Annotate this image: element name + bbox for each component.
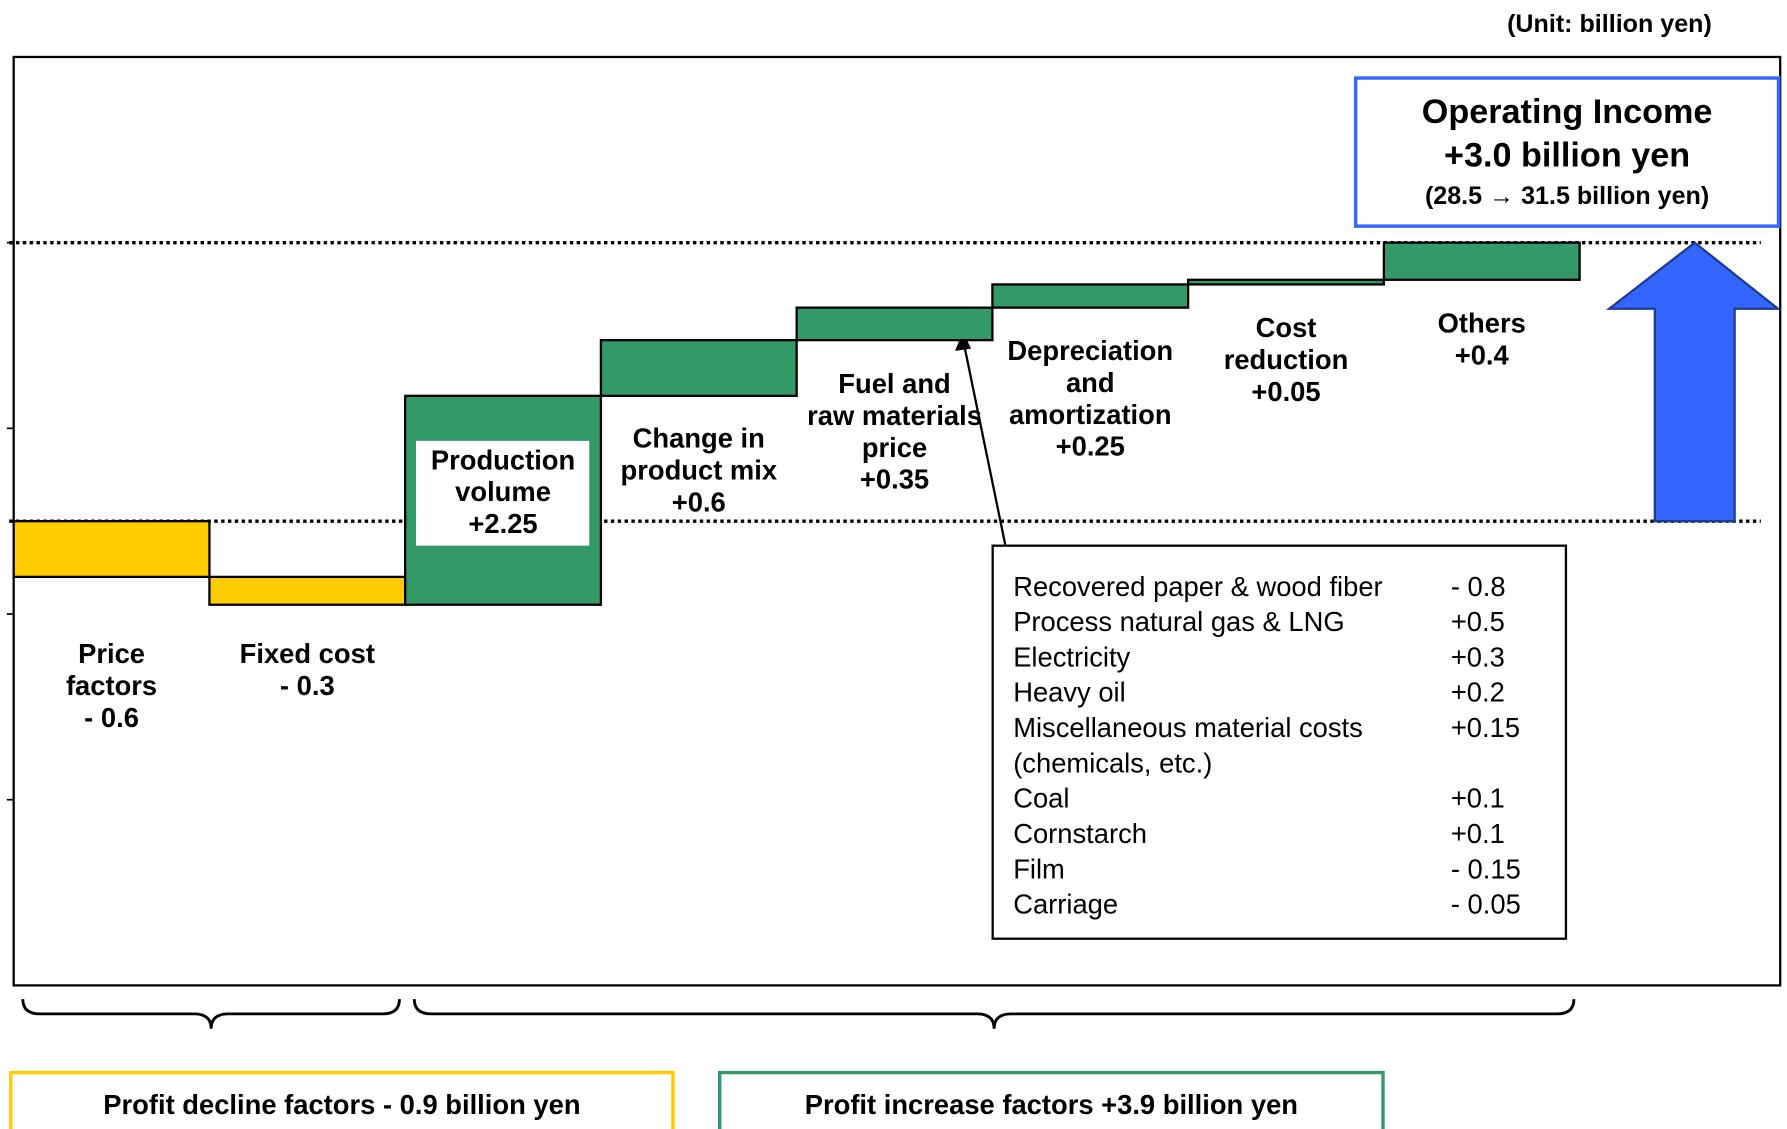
breakdown-value: +0.1 (1450, 819, 1505, 850)
breakdown-row: Process natural gas & LNG +0.5 (1013, 605, 1565, 640)
breakdown-name: Cornstarch (1013, 819, 1147, 850)
category-label: Fixed cost - 0.3 (205, 639, 410, 703)
breakdown-row: Cornstarch +0.1 (1013, 817, 1565, 852)
breakdown-name: Carriage (1013, 889, 1119, 921)
category-label: Depreciation and amortization +0.25 (982, 336, 1199, 464)
breakdown-row: Film - 0.15 (1013, 852, 1565, 887)
breakdown-name: Film (1013, 854, 1065, 886)
category-label: Others +0.4 (1373, 308, 1590, 372)
category-label: Cost reduction +0.05 (1178, 313, 1395, 409)
unit-label: (Unit: billion yen) (1507, 9, 1712, 38)
group-brace (412, 998, 1576, 1029)
group-box: Profit decline factors - 0.9 billion yen (9, 1070, 675, 1129)
breakdown-row: Carriage - 0.05 (1013, 887, 1565, 922)
total-label: +3.0 billion yen (1444, 136, 1691, 175)
category-name: Production volume (430, 445, 576, 509)
total-title: Operating Income (1421, 93, 1713, 132)
breakdown-name: Recovered paper & wood fiber (1013, 571, 1383, 603)
category-label: Production volume +2.25 (416, 441, 590, 546)
breakdown-value: +0.15 (1450, 713, 1521, 744)
breakdown-name: Process natural gas & LNG (1013, 607, 1345, 638)
breakdown-value: +0.1 (1450, 783, 1505, 815)
breakdown-row: Electricity +0.3 (1013, 640, 1565, 675)
breakdown-value: - 0.05 (1450, 889, 1521, 921)
value-label: - 0.6 (84, 702, 139, 734)
bar (795, 306, 994, 342)
breakdown-row: Recovered paper & wood fiber - 0.8 (1013, 570, 1565, 605)
breakdown-value: +0.3 (1450, 642, 1505, 674)
category-name: Depreciation and amortization (1007, 336, 1174, 431)
total-arrow (1605, 241, 1782, 523)
value-label: +0.35 (859, 464, 930, 496)
breakdown-row: Heavy oil +0.2 (1013, 676, 1565, 711)
breakdown-name: Electricity (1013, 642, 1131, 674)
value-label: +0.4 (1454, 340, 1509, 371)
breakdown-value: - 0.15 (1450, 854, 1521, 886)
breakdown-pointer (961, 339, 1007, 545)
category-name: Fixed cost (239, 638, 375, 670)
value-label: +0.25 (1055, 431, 1125, 463)
breakdown-row: Coal +0.1 (1013, 781, 1565, 816)
bar (1382, 241, 1581, 281)
category-name: Fuel and raw materials price (807, 368, 982, 464)
category-label: Price factors - 0.6 (9, 639, 214, 735)
breakdown-value: +0.5 (1450, 607, 1505, 638)
value-label: +0.6 (671, 488, 726, 519)
category-name: Change in product mix (620, 424, 778, 487)
breakdown-name: Miscellaneous material costs (chemicals,… (1013, 713, 1363, 780)
category-label: Change in product mix +0.6 (591, 424, 808, 520)
breakdown-name: Heavy oil (1013, 677, 1126, 709)
value-label: - 0.3 (279, 670, 335, 702)
bar (599, 338, 798, 397)
value-label: +2.25 (468, 509, 538, 541)
value-label: +0.05 (1251, 376, 1321, 408)
group-brace (21, 998, 401, 1029)
category-label: Fuel and raw materials price +0.35 (786, 369, 1003, 497)
breakdown-value: +0.2 (1450, 677, 1505, 709)
bar (991, 283, 1190, 309)
bar (12, 520, 211, 579)
group-box: Profit increase factors +3.9 billion yen (718, 1070, 1385, 1129)
breakdown-name: Coal (1013, 783, 1070, 815)
category-name: Cost reduction (1223, 312, 1349, 376)
category-name: Others (1437, 308, 1526, 340)
category-name: Price factors (65, 638, 158, 702)
bar (208, 575, 407, 606)
bar (1186, 278, 1386, 286)
breakdown-box: Recovered paper & wood fiber - 0.8 Process… (991, 544, 1568, 940)
breakdown-value: - 0.8 (1450, 571, 1506, 603)
total-note: (28.5 → 31.5 billion yen) (1424, 181, 1710, 210)
breakdown-row: Miscellaneous material costs (chemicals,… (1013, 711, 1565, 782)
total-box: Operating Income +3.0 billion yen (28.5 → … (1353, 76, 1781, 228)
